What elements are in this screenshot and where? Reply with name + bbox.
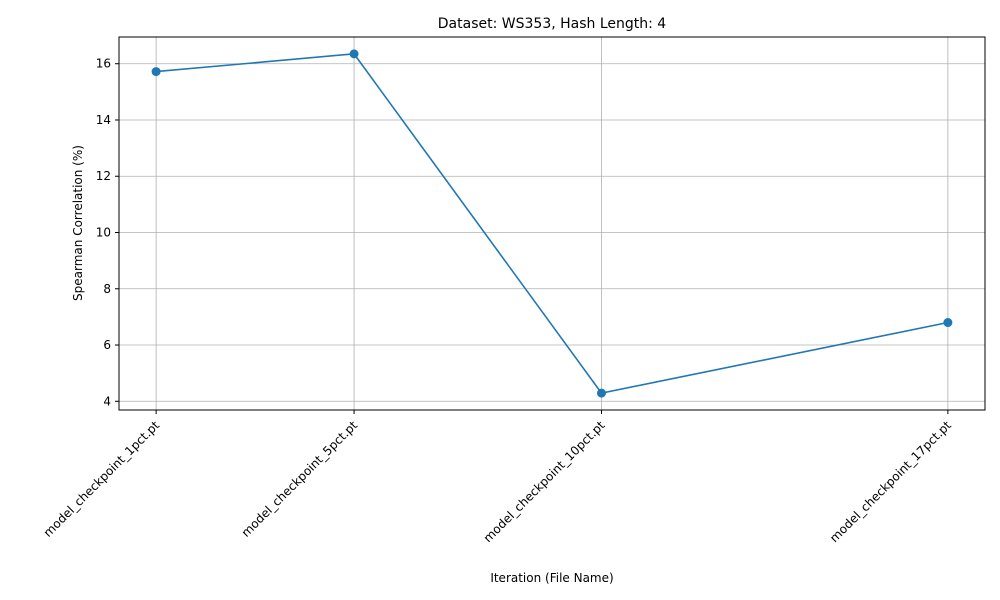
y-tick-label: 14 <box>96 113 111 127</box>
chart-title: Dataset: WS353, Hash Length: 4 <box>438 16 667 32</box>
y-tick-label: 10 <box>96 226 111 240</box>
data-point <box>943 318 953 328</box>
y-axis-label: Spearman Correlation (%) <box>71 145 85 301</box>
y-tick-label: 12 <box>96 169 111 183</box>
grid-lines <box>119 37 985 410</box>
y-tick-label: 4 <box>103 394 111 408</box>
data-point <box>596 388 606 398</box>
data-point <box>151 67 161 77</box>
y-tick-label: 16 <box>96 57 111 71</box>
y-tick-label: 8 <box>103 282 111 296</box>
y-tick-label: 6 <box>103 338 111 352</box>
x-axis-label: Iteration (File Name) <box>490 571 613 585</box>
series-line <box>156 53 949 395</box>
plot-frame <box>118 36 986 411</box>
axes <box>118 36 986 411</box>
series-layer <box>151 49 953 398</box>
data-point <box>349 49 359 59</box>
